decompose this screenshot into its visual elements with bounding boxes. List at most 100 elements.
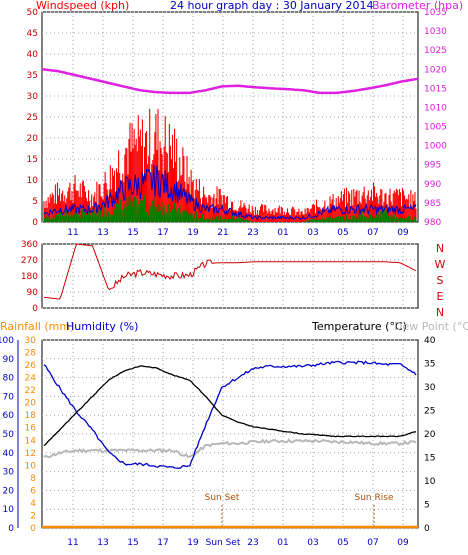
wind-y-tick-label: 0 bbox=[32, 218, 38, 228]
rainfall-y-tick-label: 16 bbox=[25, 424, 37, 434]
rainfall-y-tick-label: 12 bbox=[25, 449, 36, 459]
humidity-y-tick-label: 30 bbox=[3, 468, 15, 478]
rainfall-y-tick-label: 14 bbox=[25, 436, 37, 446]
wind-x-tick-label: 07 bbox=[367, 228, 378, 238]
wind-y-tick-label: 5 bbox=[32, 197, 38, 207]
wind-y-tick-label: 25 bbox=[27, 113, 38, 123]
temperature-x-tick-label: 03 bbox=[307, 538, 318, 548]
rainfall-y-tick-label: 18 bbox=[25, 411, 37, 421]
rainfall-y-tick-label: 10 bbox=[25, 461, 37, 471]
temperature-y-tick-label: 20 bbox=[424, 430, 436, 440]
temperature-x-tick-label: 05 bbox=[337, 538, 348, 548]
rainfall-y-tick-label: 6 bbox=[30, 486, 36, 496]
dewpoint-line bbox=[43, 438, 417, 458]
temperature-x-tick-label: 01 bbox=[277, 538, 288, 548]
humidity-y-tick-label: 60 bbox=[3, 411, 15, 421]
humidity-y-tick-label: 100 bbox=[0, 336, 14, 346]
dewpoint-axis-label: Dew Point (°C) bbox=[394, 320, 468, 333]
temperature-y-tick-label: 5 bbox=[424, 501, 430, 511]
compass-label: N bbox=[436, 242, 444, 255]
rainfall-y-tick-label: 2 bbox=[30, 511, 36, 521]
chart-title: 24 hour graph day : 30 January 2014 bbox=[170, 0, 374, 12]
temperature-x-tick-label: 11 bbox=[67, 538, 78, 548]
temperature-y-tick-label: 10 bbox=[424, 477, 436, 487]
wind-x-tick-label: 11 bbox=[67, 228, 78, 238]
barometer-axis-label: Barometer (hpa) bbox=[372, 0, 464, 12]
temperature-axis-label: Temperature (°C) bbox=[312, 320, 407, 333]
barometer-y-tick-label: 980 bbox=[424, 218, 441, 228]
temperature-x-tick-label: Sun Set bbox=[206, 538, 241, 548]
rainfall-axis-label: Rainfall (mm) bbox=[0, 320, 75, 333]
humidity-y-tick-label: 10 bbox=[3, 505, 15, 515]
rainfall-y-tick-label: 30 bbox=[25, 336, 37, 346]
barometer-y-tick-label: 1030 bbox=[424, 27, 447, 37]
windspeed-axis-label: Windspeed (kph) bbox=[36, 0, 130, 12]
temperature-y-tick-label: 35 bbox=[424, 360, 435, 370]
wind-x-tick-label: 15 bbox=[127, 228, 138, 238]
temperature-y-tick-label: 25 bbox=[424, 407, 435, 417]
humidity-axis-label: Humidity (%) bbox=[66, 320, 139, 333]
temperature-x-tick-label: 13 bbox=[97, 538, 108, 548]
rainfall-y-tick-label: 28 bbox=[25, 349, 37, 359]
compass-label: S bbox=[437, 274, 444, 287]
wind-x-tick-label: 05 bbox=[337, 228, 348, 238]
rainfall-y-tick-label: 24 bbox=[25, 374, 37, 384]
barometer-y-tick-label: 1025 bbox=[424, 46, 447, 56]
wind-average-line bbox=[43, 164, 417, 221]
humidity-y-tick-label: 20 bbox=[3, 486, 15, 496]
direction-y-tick-label: 0 bbox=[32, 304, 38, 314]
humidity-y-tick-label: 80 bbox=[3, 374, 15, 384]
compass-label: W bbox=[435, 258, 446, 271]
temperature-y-tick-label: 0 bbox=[424, 524, 430, 534]
wind-y-tick-label: 40 bbox=[27, 50, 39, 60]
compass-label: N bbox=[436, 306, 444, 319]
wind-y-tick-label: 45 bbox=[27, 29, 38, 39]
rainfall-y-tick-label: 8 bbox=[30, 474, 36, 484]
wind-x-tick-label: 23 bbox=[247, 228, 258, 238]
humidity-y-tick-label: 40 bbox=[3, 449, 15, 459]
humidity-line bbox=[43, 360, 417, 469]
rainfall-y-tick-label: 0 bbox=[30, 524, 36, 534]
barometer-y-tick-label: 995 bbox=[424, 161, 441, 171]
temperature-x-tick-label: 09 bbox=[397, 538, 409, 548]
compass-label: E bbox=[437, 290, 444, 303]
temperature-x-tick-label: 15 bbox=[127, 538, 138, 548]
wind-x-tick-label: 03 bbox=[307, 228, 318, 238]
temperature-y-tick-label: 30 bbox=[424, 383, 436, 393]
humidity-y-tick-label: 90 bbox=[3, 355, 15, 365]
barometer-y-tick-label: 1000 bbox=[424, 142, 447, 152]
humidity-y-tick-label: 50 bbox=[3, 430, 15, 440]
humidity-y-tick-label: 0 bbox=[8, 524, 14, 534]
humidity-y-tick-label: 70 bbox=[3, 392, 15, 402]
barometer-y-tick-label: 1035 bbox=[424, 8, 447, 18]
direction-y-tick-label: 180 bbox=[21, 272, 38, 282]
rainfall-y-tick-label: 22 bbox=[25, 386, 36, 396]
wind-x-tick-label: 17 bbox=[157, 228, 168, 238]
barometer-y-tick-label: 1010 bbox=[424, 103, 447, 113]
direction-y-tick-label: 270 bbox=[21, 256, 38, 266]
wind-x-tick-label: 01 bbox=[277, 228, 288, 238]
temperature-y-tick-label: 15 bbox=[424, 454, 435, 464]
rainfall-y-tick-label: 4 bbox=[30, 499, 36, 509]
wind-y-tick-label: 15 bbox=[27, 155, 38, 165]
wind-x-tick-label: 19 bbox=[187, 228, 199, 238]
wind-x-tick-label: 09 bbox=[397, 228, 409, 238]
temperature-x-tick-label: 17 bbox=[157, 538, 168, 548]
temperature-x-tick-label: 23 bbox=[247, 538, 258, 548]
barometer-y-tick-label: 1015 bbox=[424, 84, 447, 94]
direction-y-tick-label: 360 bbox=[21, 240, 38, 250]
sunrise-annotation: Sun Rise bbox=[355, 493, 394, 503]
rainfall-y-tick-label: 20 bbox=[25, 399, 37, 409]
barometer-y-tick-label: 990 bbox=[424, 180, 441, 190]
wind-y-tick-label: 35 bbox=[27, 71, 38, 81]
temperature-y-tick-label: 40 bbox=[424, 336, 436, 346]
wind-y-tick-label: 30 bbox=[27, 92, 39, 102]
barometer-y-tick-label: 1005 bbox=[424, 123, 447, 133]
direction-y-tick-label: 90 bbox=[27, 288, 39, 298]
wind-y-tick-label: 10 bbox=[27, 176, 39, 186]
temperature-x-tick-label: 19 bbox=[187, 538, 199, 548]
temperature-x-tick-label: 07 bbox=[367, 538, 378, 548]
barometer-line bbox=[41, 68, 419, 95]
temperature-line bbox=[43, 365, 417, 447]
